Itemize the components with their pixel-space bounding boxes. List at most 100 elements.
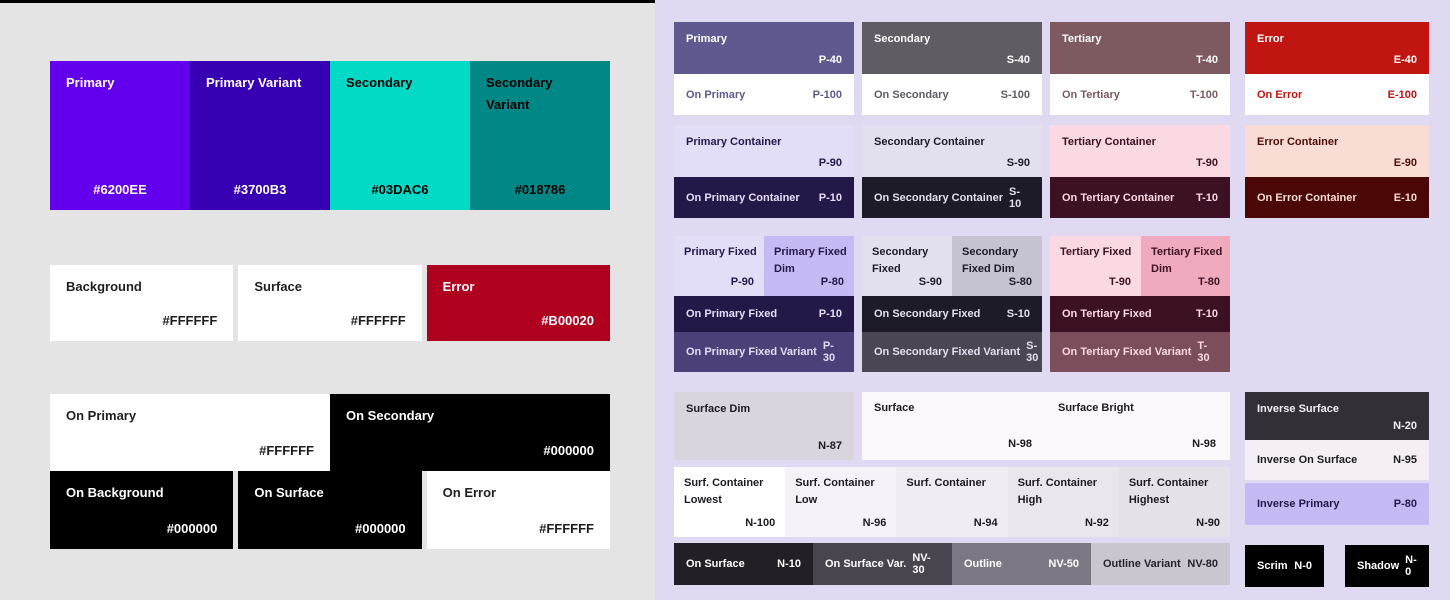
swatch-m3-tertiary: Tertiary T-40 (1050, 22, 1230, 74)
swatch-hex: #000000 (355, 521, 406, 536)
swatch-label: Surf. Container Low (795, 477, 875, 506)
swatch-m3-surf-container: Surf. Container N-94 (896, 467, 1008, 537)
swatch-token: T-100 (1189, 88, 1218, 101)
swatch-label: On Secondary (346, 408, 435, 423)
swatch-token: N-0 (1294, 560, 1312, 572)
swatch-token: E-40 (1393, 54, 1417, 66)
swatch-token: N-98 (1008, 438, 1032, 450)
swatch-label: Surface Dim (686, 403, 751, 415)
swatch-m3-on-error: On Error E-100 (1245, 74, 1429, 115)
swatch-hex: #03DAC6 (371, 182, 429, 197)
swatch-m3-surf-container-low: Surf. Container Low N-96 (785, 467, 897, 537)
swatch-token: N-98 (1192, 438, 1216, 450)
swatch-label: Inverse On Surface (1257, 454, 1358, 466)
swatch-label: Error (442, 279, 475, 294)
material2-panel: Primary #6200EE Primary Variant #3700B3 … (0, 0, 655, 600)
swatch-m3-on-tertiary: On Tertiary T-100 (1050, 74, 1230, 115)
swatch-hex: #000000 (166, 521, 218, 536)
swatch-m3-scrim: Scrim N-0 (1245, 545, 1324, 587)
swatch-secondary-variant: Secondary Variant #018786 (470, 61, 610, 210)
swatch-token: S-80 (1008, 276, 1032, 288)
swatch-token: E-100 (1387, 88, 1417, 101)
m2-on-colors-row-bottom: On Background #000000 On Surface #000000… (50, 471, 610, 549)
swatch-m3-tertiary-fixed: Tertiary Fixed T-90 (1050, 236, 1141, 296)
swatch-token: T-90 (1195, 157, 1218, 169)
swatch-on-error: On Error #FFFFFF (426, 471, 610, 549)
swatch-hex: #000000 (543, 443, 594, 458)
swatch-label: Secondary Container (874, 136, 985, 148)
swatch-label: On Surface Var. (825, 558, 907, 570)
swatch-label: On Secondary (874, 88, 949, 101)
swatch-m3-surface: Surface N-98 (862, 392, 1046, 460)
swatch-m3-secondary-fixed-dim: Secondary Fixed Dim S-80 (952, 236, 1042, 296)
swatch-hex: #018786 (514, 182, 566, 197)
swatch-m3-on-primary-fixed-variant: On Primary Fixed Variant P-30 (674, 332, 854, 372)
top-divider-line (0, 0, 655, 3)
swatch-label: On Primary (66, 408, 137, 423)
swatch-token: S-30 (1026, 340, 1039, 364)
swatch-token: T-80 (1197, 276, 1220, 288)
swatch-label: Primary (66, 75, 115, 90)
swatch-token: P-80 (1393, 498, 1417, 510)
swatch-m3-inverse-surface: Inverse Surface N-20 (1245, 392, 1429, 440)
swatch-m3-on-primary: On Primary P-100 (674, 74, 854, 115)
swatch-label: On Secondary Fixed Variant (874, 346, 1021, 358)
swatch-m3-outline: Outline NV-50 (952, 543, 1091, 585)
swatch-token: N-87 (818, 440, 842, 452)
swatch-m3-surf-container-highest: Surf. Container Highest N-90 (1118, 467, 1231, 537)
swatch-label: Surface (254, 279, 303, 294)
swatch-label: Background (66, 279, 142, 294)
swatch-m3-inverse-primary: Inverse Primary P-80 (1245, 483, 1429, 525)
swatch-token: N-90 (1196, 517, 1221, 529)
swatch-label: Tertiary Fixed Dim (1151, 246, 1223, 275)
swatch-label: On Error (442, 485, 497, 500)
swatch-background: Background #FFFFFF (50, 265, 234, 341)
swatch-m3-secondary-container: Secondary Container S-90 (862, 125, 1042, 177)
swatch-on-primary: On Primary #FFFFFF (50, 394, 330, 471)
swatch-m3-primary-container: Primary Container P-90 (674, 125, 854, 177)
swatch-token: S-90 (1006, 157, 1030, 169)
swatch-m3-on-tertiary-container: On Tertiary Container T-10 (1050, 177, 1230, 218)
swatch-label: Surf. Container High (1017, 477, 1098, 506)
swatch-label: Error (1257, 33, 1284, 45)
swatch-m3-tertiary-fixed-dim: Tertiary Fixed Dim T-80 (1141, 236, 1230, 296)
swatch-on-secondary: On Secondary #000000 (330, 394, 610, 471)
swatch-token: T-30 (1197, 340, 1210, 364)
swatch-token: E-10 (1393, 191, 1417, 204)
swatch-label: On Primary (686, 88, 746, 101)
swatch-m3-inverse-on-surface: Inverse On Surface N-95 (1245, 440, 1429, 480)
m2-surface-colors-row: Background #FFFFFF Surface #FFFFFF Error… (50, 265, 610, 341)
m2-on-colors-row-top: On Primary #FFFFFF On Secondary #000000 (50, 394, 610, 471)
swatch-token: S-90 (918, 276, 942, 288)
swatch-token: T-10 (1195, 191, 1218, 204)
swatch-token: T-10 (1195, 308, 1218, 320)
swatch-label: Outline (964, 558, 1002, 570)
swatch-m3-primary-fixed-dim: Primary Fixed Dim P-80 (764, 236, 854, 296)
swatch-primary: Primary #6200EE (50, 61, 190, 210)
swatch-label: Outline Variant (1103, 558, 1181, 570)
swatch-m3-on-secondary-fixed: On Secondary Fixed S-10 (862, 296, 1042, 332)
swatch-label: Inverse Surface (1257, 403, 1339, 415)
swatch-label: Primary Fixed Dim (774, 246, 847, 275)
swatch-m3-surface-group: Surface N-98 Surface Bright N-98 (862, 392, 1230, 460)
swatch-token: N-95 (1393, 454, 1417, 466)
swatch-label: On Tertiary Fixed Variant (1062, 346, 1192, 358)
swatch-m3-tertiary-container: Tertiary Container T-90 (1050, 125, 1230, 177)
swatch-m3-on-tertiary-fixed-variant: On Tertiary Fixed Variant T-30 (1050, 332, 1230, 372)
swatch-token: N-94 (973, 517, 998, 529)
swatch-on-surface: On Surface #000000 (238, 471, 422, 549)
swatch-label: Surf. Container Highest (1128, 477, 1209, 506)
swatch-label: Secondary Fixed (872, 246, 929, 275)
swatch-label: Secondary (346, 75, 413, 90)
swatch-m3-primary-fixed: Primary Fixed P-90 (674, 236, 764, 296)
swatch-label: On Primary Fixed (686, 308, 778, 320)
swatch-label: Primary Container (686, 136, 782, 148)
swatch-label: Tertiary (1062, 33, 1102, 45)
swatch-token: P-80 (820, 276, 844, 288)
swatch-hex: #3700B3 (233, 182, 287, 197)
swatch-m3-on-error-container: On Error Container E-10 (1245, 177, 1429, 218)
swatch-label: On Error Container (1257, 191, 1357, 204)
swatch-label: Primary Variant (206, 75, 302, 90)
swatch-hex: #FFFFFF (162, 313, 218, 328)
swatch-token: P-40 (818, 54, 842, 66)
